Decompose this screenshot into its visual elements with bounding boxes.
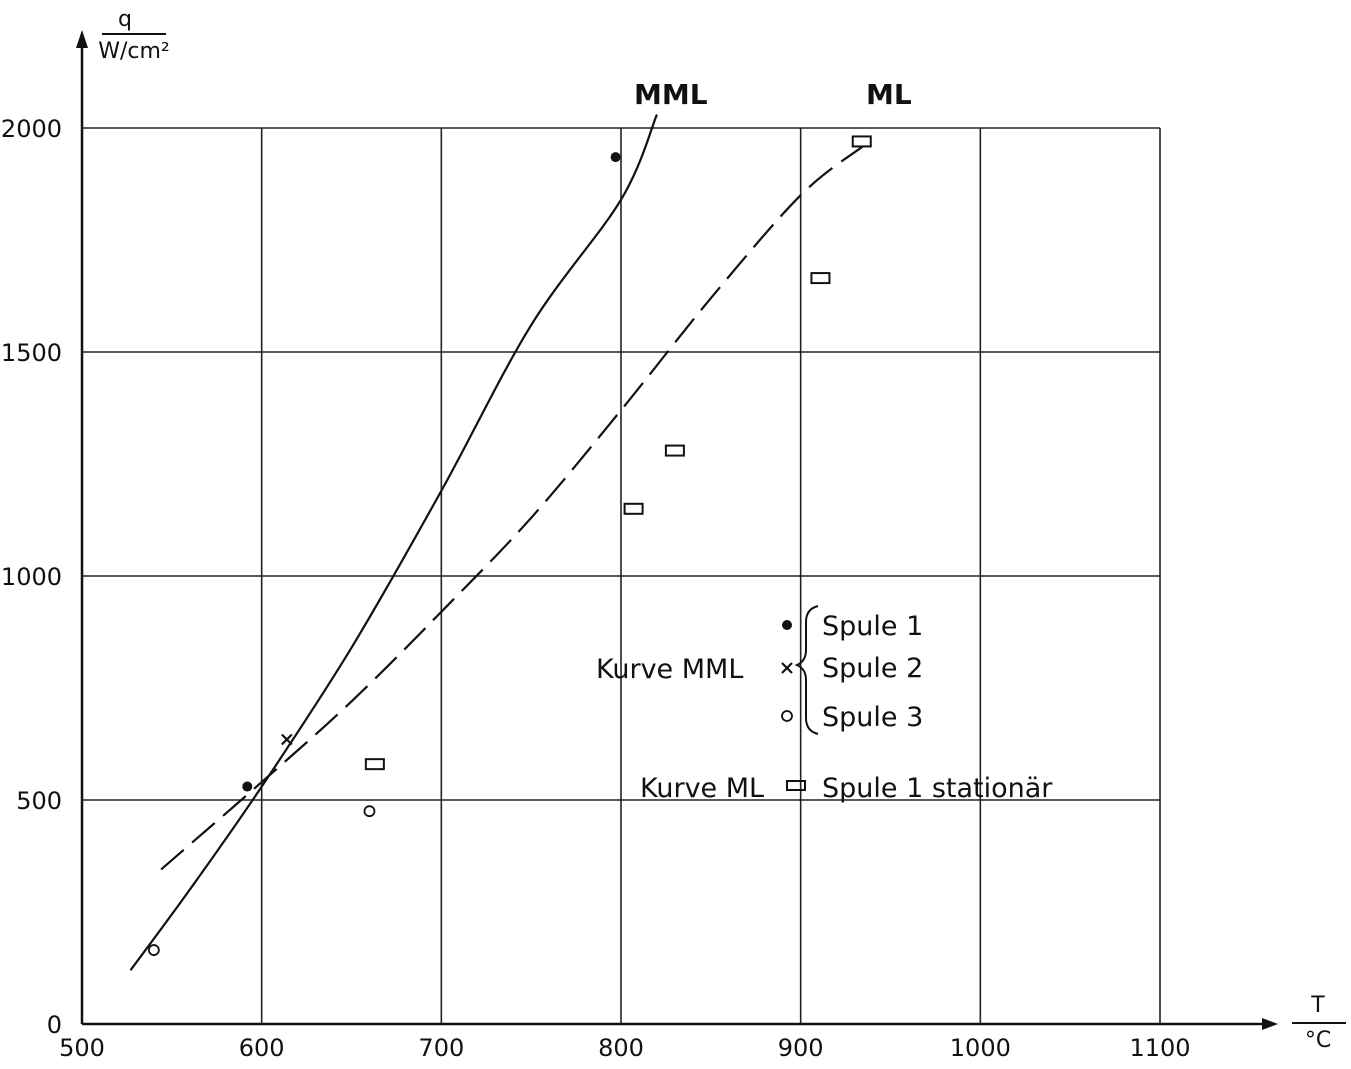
y-axis-label: q W/cm² xyxy=(98,7,170,64)
curve-ml xyxy=(160,145,865,871)
y-unit-text: W/cm² xyxy=(98,39,170,64)
x-tick-label: 800 xyxy=(598,1034,644,1062)
legend-marker-open-circle xyxy=(781,710,793,722)
y-tick-labels: 0 500 1000 1500 2000 xyxy=(1,115,62,1039)
data-point-spule-2 xyxy=(281,733,293,746)
legend-label-spule-3: Spule 3 xyxy=(822,702,923,733)
data-point-spule-1-stationaer xyxy=(623,502,644,515)
y-tick-label: 1500 xyxy=(1,339,62,367)
y-tick-label: 0 xyxy=(47,1011,62,1039)
legend-label-spule-2: Spule 2 xyxy=(822,653,923,684)
data-point-spule-3 xyxy=(147,944,160,956)
legend-entry-spule-1: Spule 1 xyxy=(782,611,923,642)
legend-marker-cross xyxy=(781,662,793,674)
x-label-text: T xyxy=(1310,993,1325,1018)
legend-group-label-mml: Kurve MML xyxy=(596,654,743,685)
x-unit-text: °C xyxy=(1305,1028,1331,1053)
x-tick-label: 700 xyxy=(418,1034,464,1062)
legend-entry-spule-3: Spule 3 xyxy=(781,702,923,733)
legend-group-label-ml: Kurve ML xyxy=(640,773,764,804)
x-axis-label: T °C xyxy=(1292,993,1346,1053)
curves xyxy=(129,114,865,971)
x-tick-label: 600 xyxy=(239,1034,285,1062)
curve-mml xyxy=(129,114,658,971)
data-point-spule-1-stationaer xyxy=(364,758,385,771)
y-label-text: q xyxy=(118,7,132,32)
curve-label-mml: MML xyxy=(634,78,708,111)
legend-entry-spule-1-stationaer: Spule 1 stationär xyxy=(786,773,1053,804)
axes xyxy=(76,30,1278,1030)
data-point-spule-1-stationaer xyxy=(851,135,872,148)
data-points xyxy=(147,135,872,956)
legend-marker-filled-circle xyxy=(782,620,792,630)
curve-label-ml: ML xyxy=(866,78,912,111)
legend-brace xyxy=(794,605,819,735)
x-tick-label: 500 xyxy=(59,1034,105,1062)
data-point-spule-1 xyxy=(242,781,253,792)
y-tick-label: 500 xyxy=(16,787,62,815)
x-tick-labels: 500 600 700 800 900 1000 1100 xyxy=(59,1034,1190,1062)
x-axis-arrow xyxy=(1262,1018,1278,1030)
data-point-spule-3 xyxy=(363,805,376,818)
legend-label-spule-1: Spule 1 xyxy=(822,611,923,642)
data-point-spule-1 xyxy=(610,152,621,163)
data-point-spule-1-stationaer xyxy=(664,444,685,457)
y-tick-label: 1000 xyxy=(1,563,62,591)
x-tick-label: 1100 xyxy=(1129,1034,1190,1062)
legend-label-spule-1-stationaer: Spule 1 stationär xyxy=(822,773,1053,804)
x-tick-label: 1000 xyxy=(950,1034,1011,1062)
legend: Kurve MML Spule 1 Spule 2 Spule 3 Kurve … xyxy=(596,605,1053,804)
y-tick-label: 2000 xyxy=(1,115,62,143)
x-tick-label: 900 xyxy=(778,1034,824,1062)
data-point-spule-1-stationaer xyxy=(810,272,831,285)
legend-entry-spule-2: Spule 2 xyxy=(781,653,923,684)
y-axis-arrow xyxy=(76,30,88,48)
grid xyxy=(82,127,1161,1024)
legend-marker-open-rectangle xyxy=(786,780,806,791)
